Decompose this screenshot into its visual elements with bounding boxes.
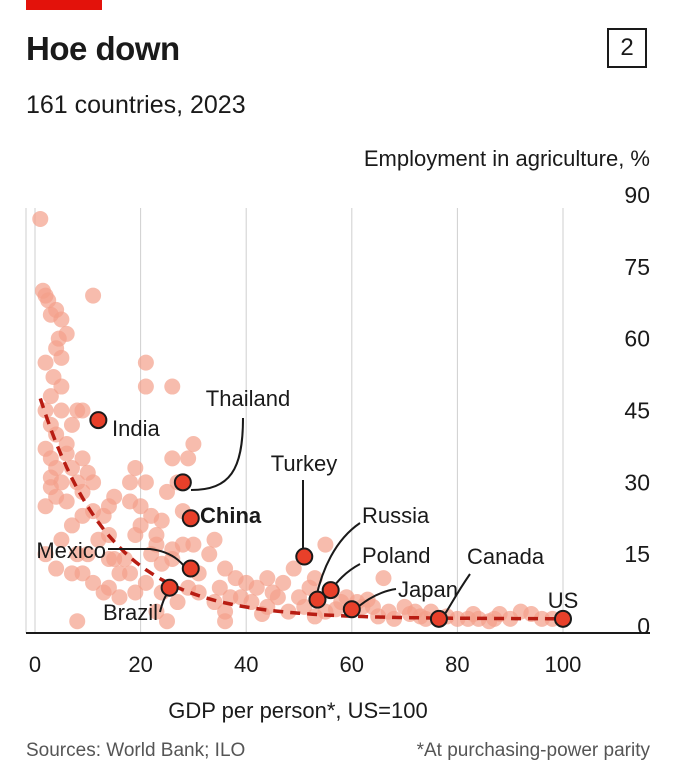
y-axis-label: Employment in agriculture, % (364, 146, 650, 171)
label-canada: Canada (467, 544, 545, 569)
data-point (64, 417, 80, 433)
data-point (154, 513, 170, 529)
data-point (170, 594, 186, 610)
data-point (53, 350, 69, 366)
data-point (53, 403, 69, 419)
point-thailand (175, 474, 191, 490)
point-us (555, 611, 571, 627)
data-point (122, 565, 138, 581)
label-us: US (548, 588, 579, 613)
y-tick-label: 15 (624, 541, 650, 567)
data-point (64, 517, 80, 533)
x-tick-label: 0 (29, 652, 41, 677)
data-point (185, 436, 201, 452)
data-point (122, 474, 138, 490)
x-tick-label: 100 (545, 652, 582, 677)
y-tick-label: 90 (624, 182, 650, 208)
callout-thailand (191, 418, 243, 490)
data-point (270, 589, 286, 605)
label-japan: Japan (398, 577, 458, 602)
x-tick-label: 40 (234, 652, 258, 677)
label-china: China (200, 503, 262, 528)
source-note: Sources: World Bank; ILO (26, 740, 245, 762)
point-brazil (162, 580, 178, 596)
data-point (85, 288, 101, 304)
data-point (75, 450, 91, 466)
data-point (106, 489, 122, 505)
x-tick-label: 60 (340, 652, 364, 677)
data-point (207, 532, 223, 548)
data-point (43, 388, 59, 404)
data-point (59, 493, 75, 509)
data-point (75, 403, 91, 419)
data-point (127, 527, 143, 543)
point-canada (431, 611, 447, 627)
point-japan (344, 601, 360, 617)
data-point (53, 312, 69, 328)
y-tick-label: 30 (624, 469, 650, 495)
label-brazil: Brazil (103, 600, 158, 625)
data-point (32, 211, 48, 227)
point-turkey (296, 549, 312, 565)
data-point (138, 379, 154, 395)
y-tick-label: 60 (624, 326, 650, 352)
footnote: *At purchasing-power parity (417, 740, 650, 762)
data-point (69, 613, 85, 629)
data-point (53, 474, 69, 490)
x-tick-label: 20 (128, 652, 152, 677)
data-point (217, 613, 233, 629)
label-thailand: Thailand (206, 386, 290, 411)
y-tick-label: 45 (624, 398, 650, 424)
data-point (375, 570, 391, 586)
data-point (59, 326, 75, 342)
label-russia: Russia (362, 503, 430, 528)
y-tick-label: 0 (637, 613, 650, 639)
point-mexico (183, 561, 199, 577)
x-axis-label: GDP per person*, US=100 (168, 698, 427, 723)
point-poland (323, 582, 339, 598)
data-point (138, 575, 154, 591)
data-point (185, 537, 201, 553)
data-point (127, 460, 143, 476)
data-point (138, 474, 154, 490)
label-poland: Poland (362, 543, 431, 568)
data-point (164, 450, 180, 466)
data-point (38, 355, 54, 371)
label-turkey: Turkey (271, 451, 337, 476)
label-mexico: Mexico (36, 538, 106, 563)
data-point (159, 613, 175, 629)
point-china (183, 510, 199, 526)
x-tick-label: 80 (445, 652, 469, 677)
data-point (164, 379, 180, 395)
point-india (90, 412, 106, 428)
data-point (159, 484, 175, 500)
data-point (201, 546, 217, 562)
data-point (138, 355, 154, 371)
data-point (259, 570, 275, 586)
data-point (180, 450, 196, 466)
label-india: India (112, 416, 160, 441)
y-tick-label: 75 (624, 254, 650, 280)
data-point (38, 498, 54, 514)
data-point (85, 474, 101, 490)
data-point (64, 565, 80, 581)
data-point (317, 537, 333, 553)
